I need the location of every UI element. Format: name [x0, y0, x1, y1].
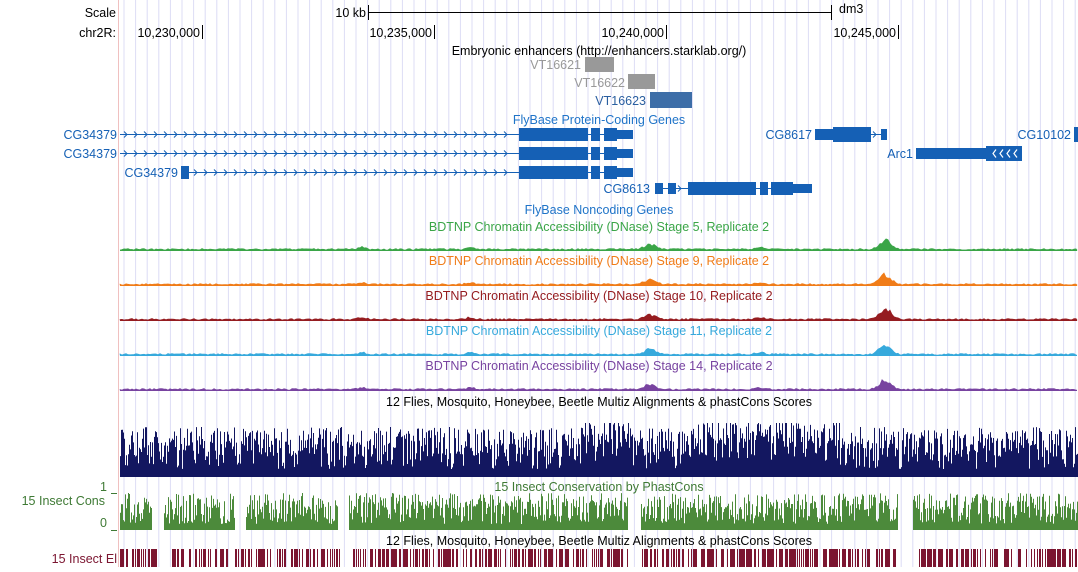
dnase-signal-area [119, 344, 1078, 356]
phastcons-axis-ticks [111, 493, 117, 531]
chrom-label: chr2R: [79, 26, 116, 40]
multiz-conservation-plot[interactable] [120, 423, 1078, 477]
scale-bar [368, 5, 832, 20]
phastcons-side-label[interactable]: 15 Insect Cons [22, 494, 105, 508]
dnase-track-title: BDTNP Chromatin Accessibility (DNase) St… [425, 359, 772, 373]
enhancer-label[interactable]: VT16622 [574, 76, 625, 90]
gene-label[interactable]: CG34379 [63, 147, 117, 161]
elements-side-label[interactable]: 15 Insect El [52, 552, 117, 566]
assembly-label: dm3 [839, 2, 863, 16]
gene-label[interactable]: CG8613 [603, 182, 650, 196]
gene-label[interactable]: CG34379 [124, 166, 178, 180]
scale-bar-label: 10 kb [335, 6, 366, 20]
gene-model[interactable]: CG34379 [63, 128, 633, 142]
enhancer-label[interactable]: VT16621 [530, 58, 581, 72]
phastcons-bars [120, 493, 1078, 530]
gene-model[interactable]: CG10102 [1017, 127, 1078, 142]
dnase-signal-area [119, 379, 1077, 391]
dnase-track-title: BDTNP Chromatin Accessibility (DNase) St… [425, 289, 772, 303]
dnase-track-title: BDTNP Chromatin Accessibility (DNase) St… [426, 324, 772, 338]
gene-label[interactable]: CG34379 [63, 128, 117, 142]
enhancers-track-title: Embryonic enhancers (http://enhancers.st… [452, 44, 747, 58]
dnase-signal-stage10[interactable] [119, 308, 1078, 321]
ruler-tick-label: 10,235,000 [369, 26, 432, 40]
dnase-signal-area [119, 308, 1078, 321]
dnase-signal-area [119, 272, 1078, 286]
gene-model[interactable]: CG34379 [63, 147, 633, 161]
dnase-signal-stage14[interactable] [119, 379, 1077, 391]
ruler-tick-label: 10,245,000 [833, 26, 896, 40]
dnase-track-title: BDTNP Chromatin Accessibility (DNase) St… [429, 254, 769, 268]
enhancer-feature[interactable]: VT16621 [530, 57, 614, 72]
ruler-tick-label: 10,230,000 [137, 26, 200, 40]
conserved-element-marks [120, 549, 1077, 567]
conserved-elements-track[interactable] [120, 549, 1077, 567]
enhancer-label[interactable]: VT16623 [595, 94, 646, 108]
enhancer-feature[interactable]: VT16622 [574, 74, 655, 90]
gene-model[interactable]: Arc1 [887, 146, 1022, 161]
gene-label[interactable]: Arc1 [887, 147, 913, 161]
gene-label[interactable]: CG8617 [765, 128, 812, 142]
phastcons-axis-max: 1 [100, 480, 107, 494]
gene-model[interactable]: CG8613 [603, 182, 812, 196]
dnase-track-title: BDTNP Chromatin Accessibility (DNase) St… [429, 220, 769, 234]
multiz-bars [120, 423, 1078, 477]
noncoding-track-title: FlyBase Noncoding Genes [525, 203, 674, 217]
dnase-signal-area [119, 238, 1078, 251]
enhancer-feature[interactable]: VT16623 [595, 92, 692, 108]
dnase-signal-stage11[interactable] [119, 344, 1078, 356]
scale-label: Scale [85, 6, 116, 20]
gene-model[interactable]: CG8617 [765, 127, 887, 142]
gene-label[interactable]: CG10102 [1017, 128, 1071, 142]
gene-model[interactable]: CG34379 [124, 166, 633, 180]
phastcons-track-title: 15 Insect Conservation by PhastCons [494, 480, 703, 494]
ruler-tick-label: 10,240,000 [601, 26, 664, 40]
ruler-ticks [202, 25, 899, 39]
dnase-signal-stage5[interactable] [119, 238, 1078, 251]
elements-track-title: 12 Flies, Mosquito, Honeybee, Beetle Mul… [386, 534, 812, 548]
dnase-signal-stage9[interactable] [119, 272, 1078, 286]
phastcons-plot[interactable] [120, 493, 1078, 530]
phastcons-axis-min: 0 [100, 516, 107, 530]
protein-coding-track-title: FlyBase Protein-Coding Genes [513, 113, 685, 127]
multiz-track-title: 12 Flies, Mosquito, Honeybee, Beetle Mul… [386, 395, 812, 409]
